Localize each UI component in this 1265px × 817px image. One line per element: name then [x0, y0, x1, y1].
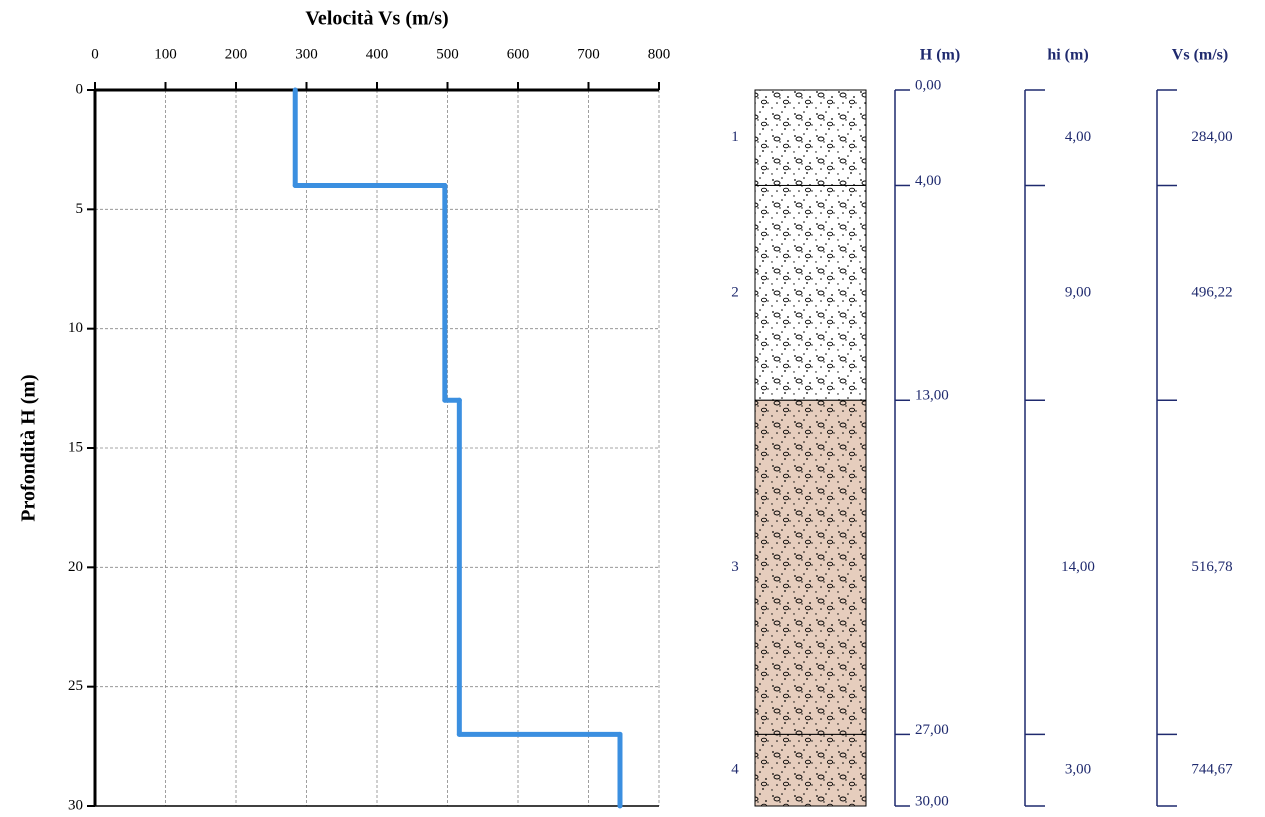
x-tick-label: 300 [295, 46, 318, 62]
vs-label: 516,78 [1191, 559, 1232, 575]
thickness-label: 4,00 [1065, 129, 1091, 145]
page: Velocità Vs (m/s) Profondità H (m) H (m)… [0, 0, 1265, 817]
column-header: H (m) [920, 47, 960, 64]
depth-label: 30,00 [915, 793, 949, 809]
vs-label: 744,67 [1191, 762, 1233, 778]
x-tick-label: 500 [436, 46, 459, 62]
y-tick-label: 0 [76, 81, 84, 97]
y-tick-label: 15 [68, 439, 83, 455]
soil-texture [755, 185, 866, 400]
x-tick-label: 800 [648, 46, 671, 62]
y-tick-label: 20 [68, 559, 83, 575]
chart-title: Velocità Vs (m/s) [305, 8, 448, 30]
column-header: Vs (m/s) [1172, 47, 1228, 64]
thickness-label: 9,00 [1065, 284, 1091, 300]
depth-label: 4,00 [915, 173, 941, 189]
x-tick-label: 700 [577, 46, 600, 62]
column-header: hi (m) [1047, 47, 1088, 64]
vs-label: 496,22 [1191, 284, 1232, 300]
x-tick-label: 100 [154, 46, 177, 62]
soil-texture [755, 734, 866, 806]
layer-number: 2 [731, 284, 739, 300]
x-tick-label: 0 [91, 46, 99, 62]
thickness-label: 14,00 [1061, 559, 1095, 575]
depth-label: 13,00 [915, 388, 949, 404]
vs-label: 284,00 [1191, 129, 1232, 145]
thickness-label: 3,00 [1065, 762, 1091, 778]
layer-number: 4 [731, 762, 739, 778]
y-tick-label: 5 [76, 201, 84, 217]
y-tick-label: 10 [68, 320, 83, 336]
x-tick-label: 400 [366, 46, 389, 62]
y-tick-label: 30 [68, 797, 83, 813]
layer-number: 1 [731, 129, 739, 145]
soil-texture [755, 400, 866, 734]
depth-label: 0,00 [915, 77, 941, 93]
soil-texture [755, 90, 866, 185]
x-tick-label: 600 [507, 46, 530, 62]
y-axis-label: Profondità H (m) [18, 374, 40, 521]
y-tick-label: 25 [68, 678, 83, 694]
x-tick-label: 200 [225, 46, 248, 62]
depth-label: 27,00 [915, 722, 949, 738]
layer-number: 3 [731, 559, 739, 575]
